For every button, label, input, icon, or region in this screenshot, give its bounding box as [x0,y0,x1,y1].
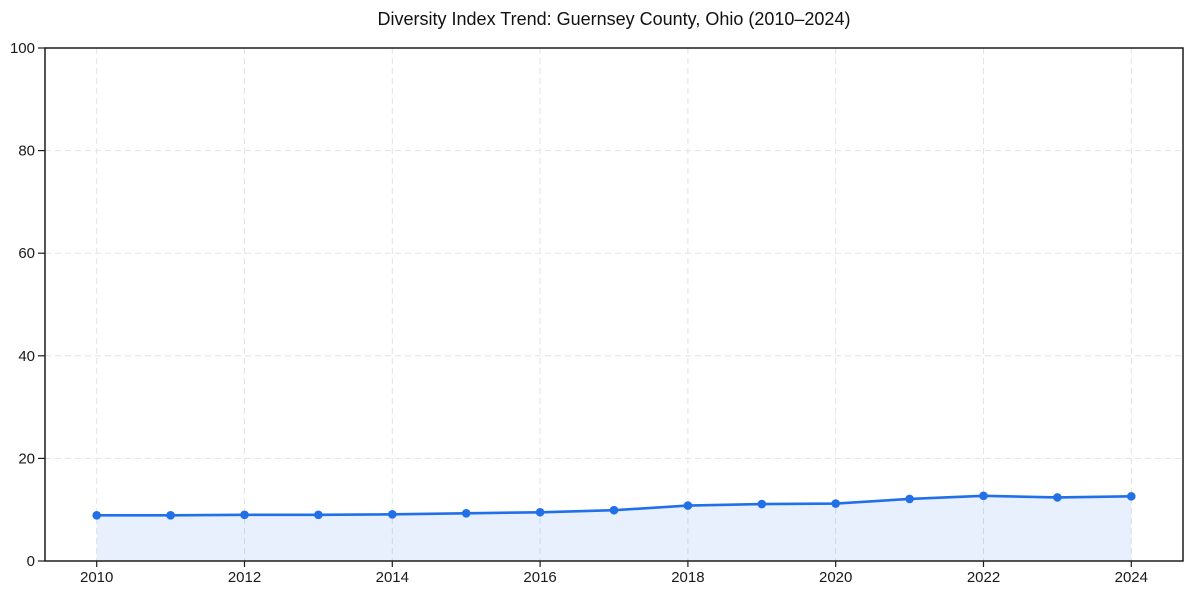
x-tick-label: 2020 [819,569,852,586]
data-point [535,507,545,517]
data-point [905,494,914,504]
data-point [1127,492,1136,501]
chart-title: Diversity Index Trend: Guernsey County, … [377,9,851,29]
data-point [240,510,249,520]
x-tick-label: 2018 [671,569,704,586]
x-tick-label: 2014 [376,569,409,586]
y-tick-label: 60 [18,245,35,262]
data-point [1053,493,1062,502]
y-tick-label: 20 [18,450,35,467]
y-tick-label: 40 [18,348,35,365]
plot-frame [44,47,1184,562]
data-point [166,511,175,520]
y-tick-label: 0 [27,553,35,570]
data-point [979,491,988,501]
x-tick-label: 2010 [80,569,113,586]
data-point [831,499,840,508]
y-tick-label: 100 [10,40,35,57]
data-point [92,511,101,520]
data-point [461,508,471,518]
area-fill [96,495,1132,561]
x-tick-label: 2022 [967,569,1000,586]
x-tick-label: 2012 [228,569,261,586]
y-tick-label: 80 [18,143,35,160]
data-point [757,499,767,509]
data-point [683,501,693,510]
x-tick-label: 2016 [523,569,556,586]
data-point [388,510,397,519]
data-point [609,505,619,515]
data-point [314,510,323,520]
x-tick-label: 2024 [1115,569,1148,586]
